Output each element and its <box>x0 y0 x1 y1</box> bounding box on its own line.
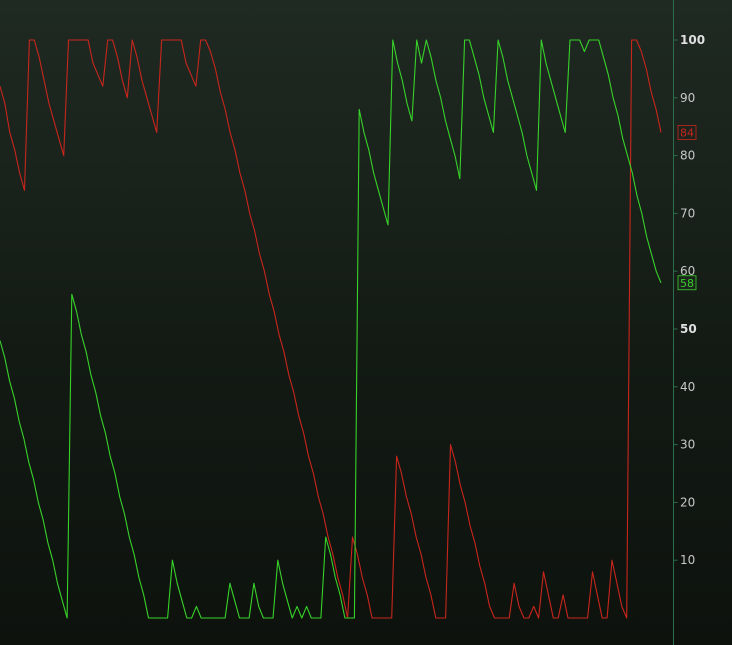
last-value-badges: 84 58 <box>677 125 697 291</box>
series-lines <box>0 39 662 619</box>
series-line-green <box>0 39 662 619</box>
y-tick-label: 40 <box>680 380 695 394</box>
y-tick-label: 30 <box>680 438 695 452</box>
y-tick-label: 80 <box>680 149 695 163</box>
y-tick-label: 60 <box>680 264 695 278</box>
y-tick-label: 100 <box>680 33 705 47</box>
last-value-label-green: 58 <box>680 277 694 290</box>
y-tick-label: 20 <box>680 495 695 509</box>
last-value-badge-red <box>677 125 697 140</box>
series-line-red <box>0 39 662 619</box>
y-tick-label: 70 <box>680 206 695 220</box>
y-tick-label: 90 <box>680 91 695 105</box>
y-axis-ticks: 10 20 30 40 50 60 70 80 90 100 <box>673 33 705 567</box>
y-tick-label: 50 <box>680 322 697 336</box>
last-value-badge-green <box>677 275 697 291</box>
last-value-label-red: 84 <box>680 126 694 139</box>
y-tick-label: 10 <box>680 553 695 567</box>
